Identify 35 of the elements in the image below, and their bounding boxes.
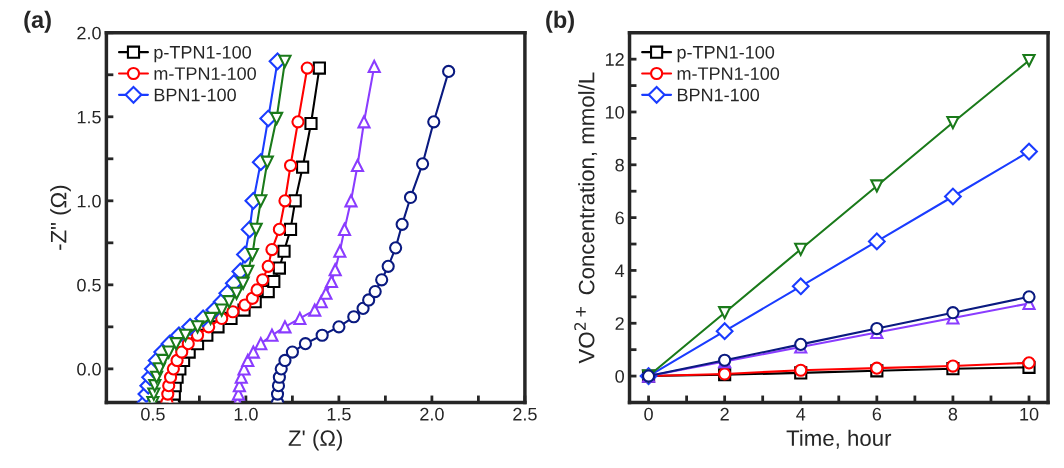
y-tick-label: 1.0 — [77, 194, 101, 208]
x-tick-label: 1.0 — [234, 407, 258, 421]
y-tick-label: 8 — [615, 158, 624, 172]
y-tick-label: 0.5 — [77, 278, 101, 292]
x-tick-label: 10 — [1020, 407, 1039, 421]
x-tick-label: 4 — [796, 408, 806, 421]
legend-label: BPN1-100 — [154, 88, 236, 102]
legend-label: p-TPN1-100 — [677, 45, 775, 63]
legend-label: BPN1-100 — [677, 88, 760, 102]
x-tick-label: 2.5 — [513, 407, 537, 421]
y-tick-label: 2 — [615, 317, 624, 330]
chart-title: (b) — [546, 10, 574, 33]
y-tick-label: 0.0 — [77, 362, 101, 376]
y-tick-label: 2.0 — [77, 26, 101, 40]
y-axis-title: -Z" (Ω) — [50, 185, 71, 250]
x-tick-label: 2.0 — [420, 407, 444, 421]
x-axis-title: Time, hour — [786, 429, 892, 449]
x-tick-label: 0.5 — [141, 407, 165, 421]
y-tick-label: 6 — [615, 211, 624, 225]
y-tick-label: 12 — [605, 53, 624, 66]
y-axis-title: VO$^{2+}$ Concentration, mmol/L — [574, 72, 598, 364]
legend-label: m-TPN1-100 — [154, 67, 256, 81]
y-tick-label: 1.5 — [77, 110, 101, 124]
x-tick-label: 6 — [872, 407, 882, 421]
chart-title: (a) — [24, 10, 51, 33]
legend-label: p-TPN1-100 — [154, 45, 251, 63]
y-tick-label: 4 — [615, 264, 625, 277]
x-tick-label: 2 — [720, 407, 729, 421]
x-tick-label: 0 — [644, 407, 653, 421]
x-tick-label: 8 — [948, 407, 958, 421]
y-tick-label: 10 — [605, 105, 624, 119]
x-tick-label: 1.5 — [327, 408, 351, 421]
y-tick-label: 0 — [615, 370, 624, 383]
x-axis-title: Z' (Ω) — [288, 429, 342, 451]
legend-label: m-TPN1-100 — [677, 67, 780, 81]
